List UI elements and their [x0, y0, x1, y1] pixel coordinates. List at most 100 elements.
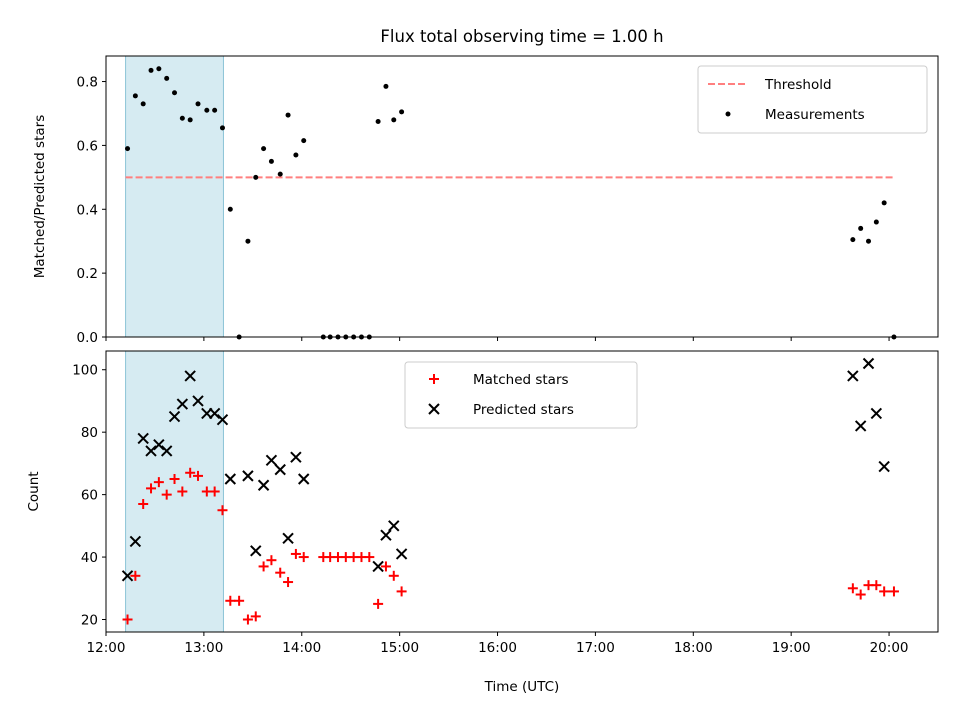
matched-stars-point	[225, 595, 236, 606]
bottom-x-axis-ticks: 12:00 13:00 14:00 15:00 16:00 17:00 18:00 19:00…	[87, 632, 909, 656]
matched-stars-point	[373, 598, 384, 609]
predicted-stars-point	[216, 413, 229, 426]
y-tick-label: 100	[72, 363, 98, 379]
predicted-stars-point	[168, 410, 181, 423]
matched-stars-point	[871, 580, 882, 591]
matched-stars-point	[855, 589, 866, 600]
measurement-point	[140, 101, 146, 107]
predicted-stars-point	[160, 445, 173, 457]
y-tick-label: 0.6	[77, 138, 98, 154]
matched-stars-point	[130, 570, 141, 581]
shaded-span	[125, 55, 224, 338]
legend-predicted-label: Predicted stars	[473, 402, 574, 418]
measurement-point	[873, 219, 879, 225]
matched-stars-point	[396, 586, 407, 597]
predicted-stars-point	[878, 460, 890, 473]
matched-stars-point	[847, 583, 858, 594]
matched-stars-point	[275, 567, 286, 578]
measurement-point	[268, 158, 274, 164]
x-axis-label: Time (UTC)	[484, 679, 560, 695]
y-tick-label: 0.0	[77, 330, 98, 346]
measurement-point	[285, 112, 291, 118]
measurement-point	[132, 93, 138, 99]
matched-stars-point	[290, 548, 301, 559]
bottom-y-axis-label: Count	[26, 471, 42, 511]
measurement-point	[179, 115, 185, 121]
x-tick-label: 20:00	[870, 640, 909, 656]
predicted-stars-point	[121, 570, 134, 582]
predicted-stars-point	[870, 407, 883, 420]
measurement-point	[383, 83, 389, 89]
measurement-point	[219, 125, 225, 131]
predicted-stars-point	[153, 438, 165, 451]
measurement-point	[245, 238, 251, 244]
predicted-stars-point	[137, 432, 149, 445]
measurement-point	[261, 146, 267, 152]
predicted-stars-point	[257, 479, 270, 491]
measurement-point	[148, 67, 154, 73]
predicted-stars-point	[242, 470, 254, 482]
matched-stars-point	[888, 586, 899, 597]
top-legend: Threshold Measurements	[697, 65, 928, 134]
predicted-stars-point	[298, 473, 310, 485]
predicted-stars-point	[265, 454, 278, 466]
predicted-stars-point	[282, 532, 294, 545]
measurement-point	[277, 171, 283, 177]
predicted-stars-series	[121, 357, 890, 582]
predicted-stars-point	[380, 529, 392, 541]
y-tick-label: 20	[81, 613, 98, 629]
matched-stars-point	[122, 614, 133, 625]
chart-title: Flux total observing time = 1.00 h	[380, 27, 663, 46]
predicted-stars-point	[862, 357, 875, 370]
matched-stars-point	[242, 614, 253, 625]
matched-stars-point	[879, 586, 890, 597]
matched-stars-point	[185, 467, 196, 478]
measurement-point	[156, 66, 162, 72]
measurement-point	[164, 75, 170, 81]
matched-stars-point	[161, 489, 172, 500]
matched-stars-series	[122, 467, 899, 625]
y-tick-label: 80	[81, 425, 98, 441]
x-tick-label: 14:00	[282, 640, 321, 656]
measurement-point	[293, 152, 299, 158]
top-axes-frame	[105, 55, 939, 338]
predicted-stars-point	[129, 535, 142, 548]
measurement-point	[172, 90, 178, 96]
measurement-point	[391, 117, 397, 123]
matched-stars-point	[177, 486, 188, 497]
predicted-stars-point	[372, 560, 384, 573]
ratio-plot-panel: 0.00.20.40.60.8 Matched/Predicted stars …	[32, 55, 939, 346]
predicted-stars-point	[847, 370, 859, 382]
matched-stars-point	[193, 470, 204, 481]
top-legend-box	[697, 65, 928, 134]
measurement-point	[212, 107, 218, 113]
bottom-legend: Matched stars Predicted stars	[404, 361, 638, 429]
measurement-point	[850, 237, 856, 243]
measurement-point	[399, 109, 405, 115]
x-tick-label: 12:00	[87, 640, 126, 656]
predicted-stars-point	[274, 463, 286, 476]
legend-measurements-swatch	[725, 111, 731, 117]
matched-stars-point	[298, 552, 309, 563]
matched-stars-point	[380, 561, 391, 572]
y-tick-label: 60	[81, 488, 98, 504]
matched-stars-point	[146, 483, 157, 494]
x-tick-label: 15:00	[380, 640, 419, 656]
predicted-stars-point	[250, 545, 262, 557]
matched-stars-point	[169, 474, 180, 485]
bottom-legend-box	[404, 361, 638, 429]
predicted-stars-point	[176, 398, 189, 410]
measurement-point	[866, 238, 872, 244]
measurement-point	[227, 206, 233, 212]
legend-predicted-swatch	[428, 403, 440, 415]
predicted-stars-point	[854, 420, 867, 432]
predicted-stars-point	[145, 445, 157, 457]
predicted-stars-point	[388, 520, 400, 532]
top-y-axis-label: Matched/Predicted stars	[32, 115, 48, 278]
measurement-point	[187, 117, 193, 123]
x-tick-label: 16:00	[478, 640, 517, 656]
matched-stars-point	[209, 486, 220, 497]
legend-matched-label: Matched stars	[473, 372, 569, 388]
y-tick-label: 0.4	[77, 202, 98, 218]
